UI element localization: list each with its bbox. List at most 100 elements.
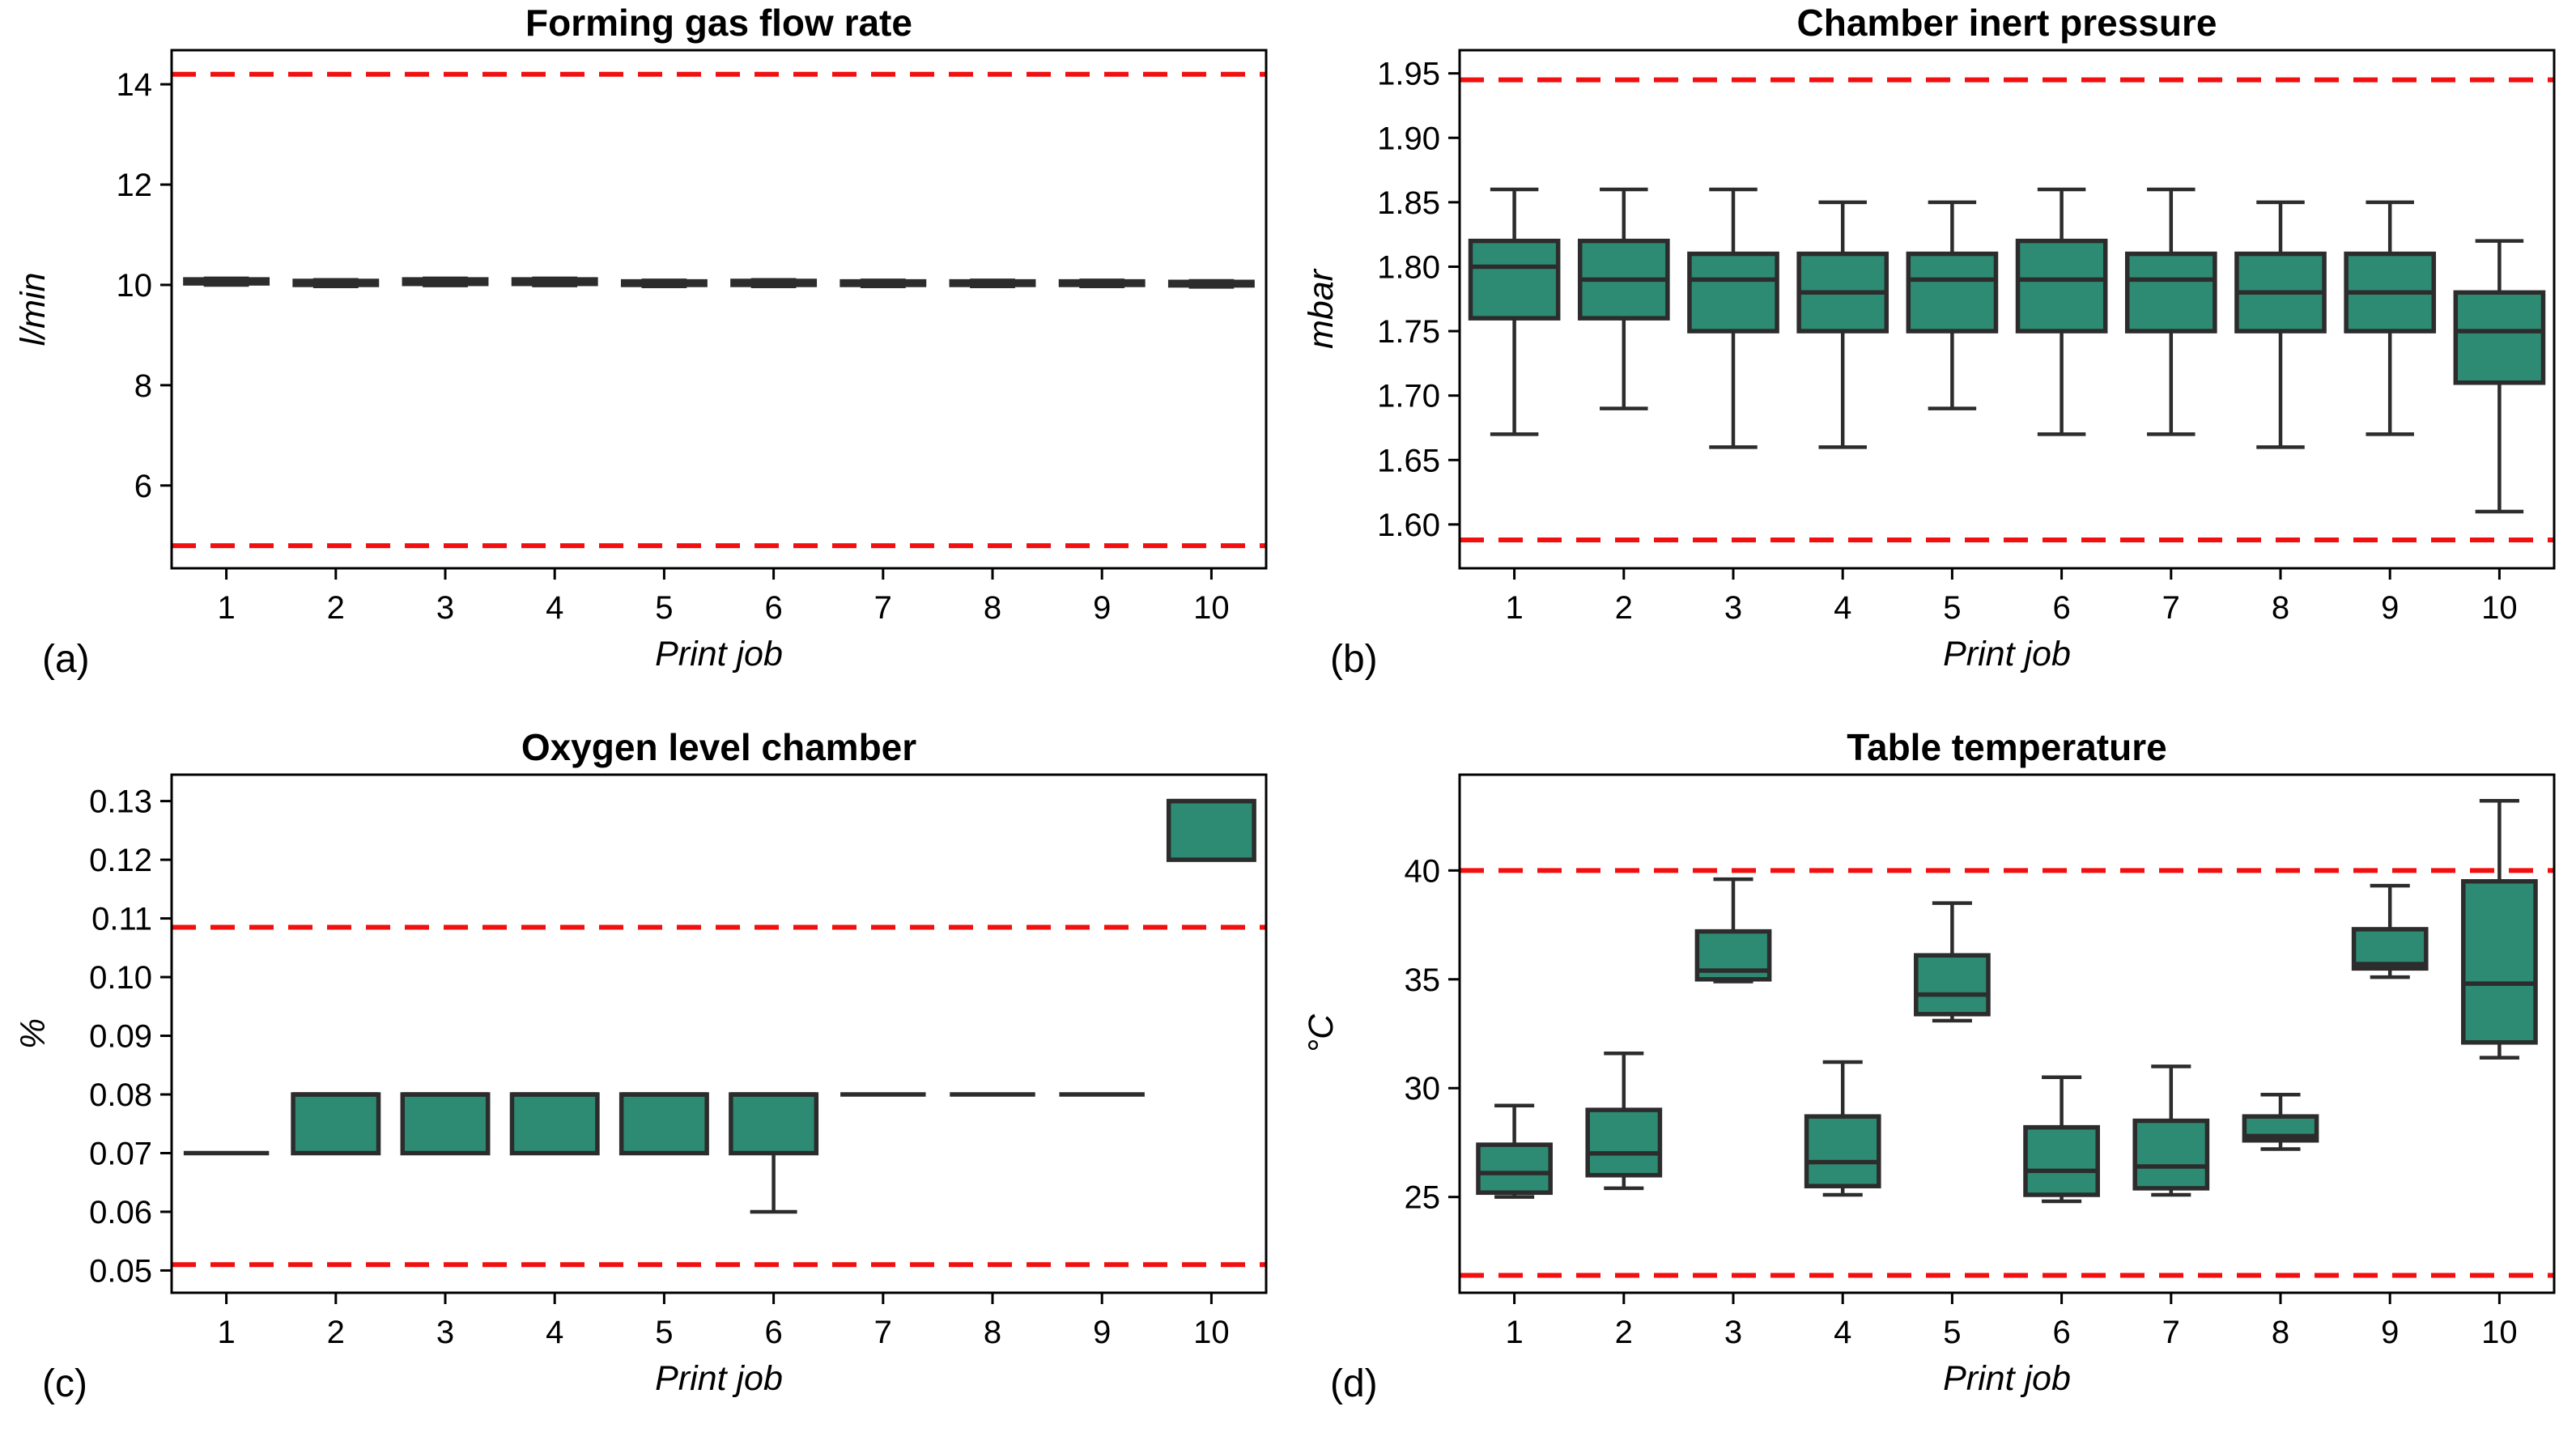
box-rect <box>1476 1142 1553 1196</box>
y-tick-label: 0.05 <box>89 1253 152 1289</box>
box-plot-chamber-pressure: Chamber inert pressure mbar Print job (b… <box>1302 2 2556 681</box>
box-group-job-6 <box>2023 1075 2100 1204</box>
box-group-job-2 <box>1577 187 1670 410</box>
plot-area: 1.60 1.65 1.70 1.75 1.80 1.85 1.90 1.95 1 2 3 4 5 6 7 8… <box>1377 49 2556 626</box>
x-tick-label: 10 <box>1193 590 1230 626</box>
axes-frame <box>170 773 1268 1294</box>
box-rect <box>1914 953 1991 1017</box>
x-tick-label: 9 <box>2381 1315 2399 1350</box>
x-tick-label: 3 <box>1724 590 1742 626</box>
box-group-job-3 <box>400 1092 491 1156</box>
x-tick-label: 1 <box>217 590 235 626</box>
y-tick-label: 14 <box>117 67 153 103</box>
box-group-job-4 <box>1804 1060 1881 1197</box>
x-tick-label: 2 <box>1615 590 1633 626</box>
x-tick-label: 7 <box>874 590 892 626</box>
x-tick-label: 8 <box>984 590 1001 626</box>
x-axis-label: Print job <box>655 1359 783 1398</box>
panel-chamber-inert-pressure: Chamber inert pressure mbar Print job (b… <box>1288 0 2576 724</box>
box-group-job-2 <box>292 278 380 289</box>
y-tick-label: 0.11 <box>91 902 152 937</box>
box-rect <box>2023 1124 2100 1197</box>
box-rect <box>291 1092 381 1156</box>
y-tick-label: 1.80 <box>1377 249 1440 285</box>
y-tick-label: 10 <box>117 268 153 304</box>
x-tick-label: 10 <box>2481 590 2518 626</box>
box-group-job-5 <box>620 278 708 289</box>
y-tick-label: 8 <box>134 368 152 404</box>
y-tick-label: 1.70 <box>1377 379 1440 414</box>
x-tick-label: 7 <box>2162 1315 2180 1350</box>
panel-oxygen-level-chamber: Oxygen level chamber % Print job (c) 0.0… <box>0 724 1288 1449</box>
box-group-job-7 <box>2132 1064 2210 1197</box>
x-tick-label: 4 <box>546 590 563 626</box>
box-rect <box>2132 1118 2210 1191</box>
x-tick-label: 1 <box>1505 590 1523 626</box>
x-tick-label: 10 <box>2481 1315 2518 1350</box>
box-group-job-10 <box>1167 278 1255 289</box>
x-tick-label: 2 <box>327 590 345 626</box>
x-tick-label: 5 <box>1943 1315 1961 1350</box>
y-axis-label: l/min <box>14 273 53 346</box>
box-group-job-10 <box>2453 239 2546 514</box>
box-rect <box>1906 251 1999 334</box>
y-tick-label: 30 <box>1405 1071 1441 1107</box>
x-tick-label: 6 <box>764 1315 782 1350</box>
y-axis-label: % <box>14 1018 53 1049</box>
panel-forming-gas-flow-rate: Forming gas flow rate l/min Print job (a… <box>0 0 1288 724</box>
plot-area: 25 30 35 40 1 2 3 4 5 6 7 8 9 10 <box>1405 773 2556 1350</box>
x-tick-label: 5 <box>655 590 673 626</box>
box-group-job-8 <box>2242 1093 2319 1151</box>
y-axis-label: mbar <box>1302 268 1341 349</box>
box-group-job-8 <box>949 278 1036 289</box>
x-tick-label: 7 <box>2162 590 2180 626</box>
x-tick-label: 10 <box>1193 1315 1230 1350</box>
y-tick-label: 0.12 <box>89 843 152 878</box>
box-group-job-7 <box>840 278 927 289</box>
box-rect <box>1166 798 1256 862</box>
x-tick-label: 2 <box>1615 1315 1633 1350</box>
chart-title: Forming gas flow rate <box>525 2 912 44</box>
x-tick-label: 8 <box>2272 590 2289 626</box>
x-axis-label: Print job <box>1943 635 2071 674</box>
box-group-job-4 <box>1796 200 1889 449</box>
x-tick-label: 7 <box>874 1315 892 1350</box>
box-group-job-9 <box>2344 200 2437 436</box>
axes-frame <box>170 49 1268 570</box>
box-group-job-10 <box>1166 798 1256 862</box>
plot-area: 0.05 0.06 0.07 0.08 0.09 0.10 0.11 0.12 0.13 1 2 3 4… <box>89 773 1268 1350</box>
box-group-job-10 <box>2461 799 2538 1060</box>
box-plot-oxygen-level: Oxygen level chamber % Print job (c) 0.0… <box>14 726 1268 1405</box>
box-group-job-9 <box>2351 883 2429 979</box>
box-group-job-6 <box>2015 187 2108 436</box>
panel-letter: (a) <box>42 638 90 681</box>
y-tick-label: 0.08 <box>89 1077 152 1113</box>
box-group-job-5 <box>1914 901 1991 1023</box>
box-rect <box>1804 1114 1881 1188</box>
chart-title: Table temperature <box>1847 726 2166 768</box>
box-group-job-3 <box>1694 877 1772 984</box>
box-rect <box>509 1092 600 1156</box>
y-tick-label: 1.95 <box>1377 57 1440 92</box>
y-tick-label: 0.09 <box>89 1019 152 1055</box>
box-rect <box>1468 238 1561 321</box>
box-group-job-5 <box>618 1092 709 1156</box>
y-tick-label: 1.65 <box>1377 443 1440 478</box>
chart-title: Oxygen level chamber <box>521 726 916 768</box>
x-tick-label: 1 <box>1505 1315 1523 1350</box>
box-group-job-2 <box>291 1092 381 1156</box>
x-axis-label: Print job <box>1943 1359 2071 1398</box>
x-tick-label: 3 <box>436 590 454 626</box>
y-tick-label: 35 <box>1405 962 1441 998</box>
box-group-job-1 <box>183 276 270 287</box>
box-rect <box>2453 290 2546 385</box>
box-rect <box>729 1092 819 1156</box>
axes-frame <box>1458 773 2556 1294</box>
box-group-job-9 <box>1058 278 1146 289</box>
x-tick-label: 1 <box>217 1315 235 1350</box>
panel-letter: (c) <box>42 1362 87 1405</box>
box-group-job-2 <box>1585 1051 1663 1191</box>
box-rect <box>618 1092 709 1156</box>
